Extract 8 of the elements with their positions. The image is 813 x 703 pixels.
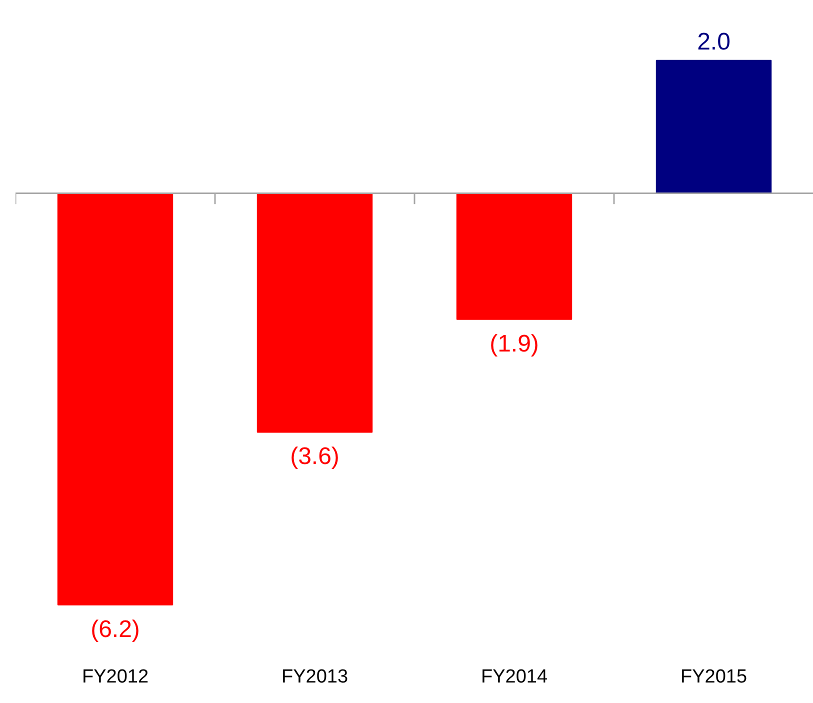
x-tick-label: FY2012: [82, 666, 149, 688]
x-tick-label: FY2013: [281, 666, 348, 688]
x-tick-label: FY2015: [680, 666, 748, 688]
x-tick-label: FY2014: [480, 666, 548, 688]
data-label: (1.9): [490, 330, 539, 358]
data-label: (3.6): [290, 443, 340, 470]
data-label: 2.0: [697, 28, 730, 56]
data-label: (6.2): [90, 616, 140, 643]
